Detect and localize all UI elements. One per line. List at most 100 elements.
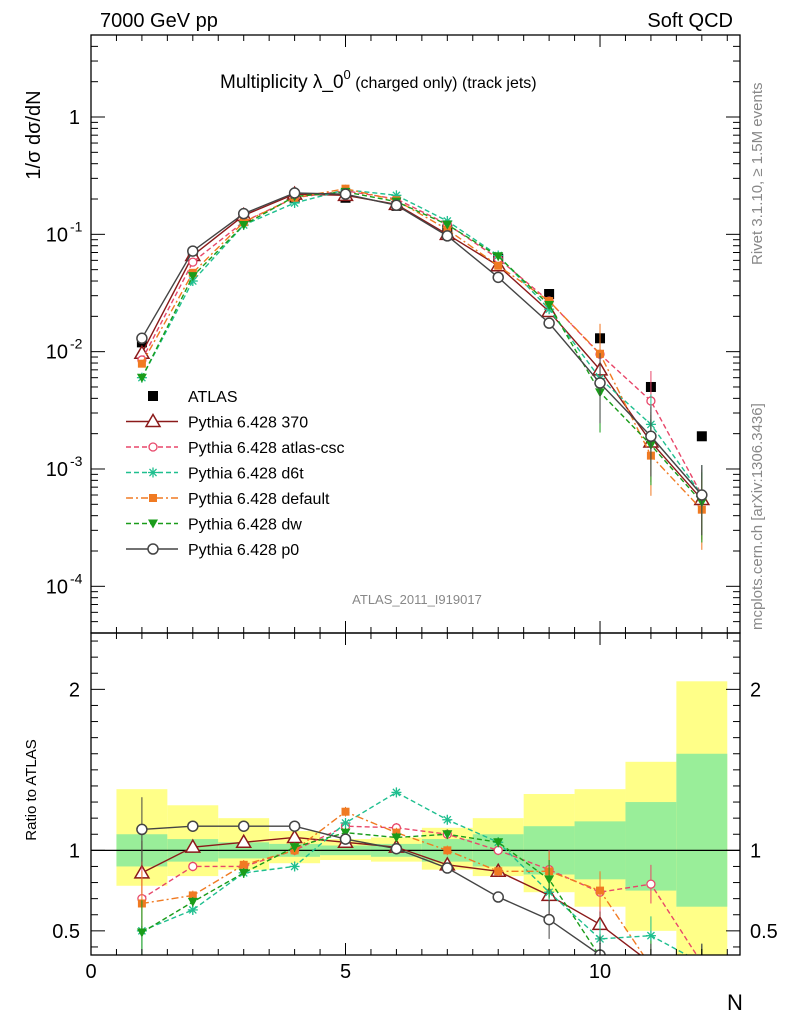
legend-marker-pythia-6-428-default <box>149 494 157 502</box>
main-series <box>133 184 711 550</box>
legend-item-pythia-6-428-370: Pythia 6.428 370 <box>126 413 308 432</box>
ratio-frame <box>90 632 741 956</box>
ratio-line-pythia-6-428-d6t <box>141 791 689 955</box>
series-pythia-6-428-dw <box>136 187 707 543</box>
legend-marker-atlas <box>148 391 158 401</box>
ratio-point-pythia-6-428-370-2 <box>184 838 202 853</box>
point-pythia-6-428-default-1 <box>137 359 146 368</box>
point-pythia-6-428-p0-2 <box>187 245 199 257</box>
ratio-series-pythia-6-428-p0 <box>136 797 707 968</box>
point-pythia-6-428-p0-7 <box>441 230 454 242</box>
y-tick-exp-main-2: -2 <box>70 336 83 352</box>
legend-label-pythia-6-428-370: Pythia 6.428 370 <box>188 415 308 432</box>
plot-title: Multiplicity λ_00 (charged only) (track … <box>220 67 537 93</box>
x-tick-labels: 0 5 10 <box>85 961 611 983</box>
ratio-point-pythia-6-428-dw-3 <box>238 868 249 878</box>
ratio-point-pythia-6-428-p0-12 <box>697 958 707 968</box>
legend-label-pythia-6-428-p0: Pythia 6.428 p0 <box>188 542 299 559</box>
legend-label-pythia-6-428-atlas-csc: Pythia 6.428 atlas-csc <box>188 440 345 457</box>
y-tick-label-ratio-right-0.5: 0.5 <box>750 921 778 943</box>
point-pythia-6-428-dw-3 <box>238 221 249 231</box>
y-tick-label-ratio-left-2: 2 <box>69 679 80 701</box>
series-pythia-6-428-d6t <box>136 184 707 536</box>
ratio-point-pythia-6-428-default-5 <box>341 807 350 816</box>
ratio-point-pythia-6-428-370-3 <box>235 833 253 849</box>
ratio-line-pythia-6-428-p0 <box>141 825 605 955</box>
band-inner-12 <box>676 753 728 907</box>
ratio-point-pythia-6-428-dw-9 <box>544 875 555 885</box>
ratio-point-pythia-6-428-default-3 <box>239 860 248 869</box>
ratio-point-pythia-6-428-atlas-csc-2 <box>188 861 198 872</box>
ratio-point-pythia-6-428-default-7 <box>443 846 452 855</box>
line-pythia-6-428-p0 <box>141 192 703 496</box>
ratio-point-pythia-6-428-dw-7 <box>442 830 453 840</box>
legend-item-pythia-6-428-p0: Pythia 6.428 p0 <box>126 542 299 559</box>
y-tick-label-main-1: 10 <box>46 459 68 481</box>
x-axis-label: N <box>727 990 743 1015</box>
x-tick-label-0: 0 <box>85 961 96 983</box>
line-pythia-6-428-d6t <box>141 189 703 496</box>
ratio-point-pythia-6-428-p0-6 <box>390 842 403 855</box>
ratio-point-pythia-6-428-dw-4 <box>289 843 300 853</box>
ratio-point-pythia-6-428-default-8 <box>494 867 503 876</box>
ratio-point-pythia-6-428-default-2 <box>188 891 197 900</box>
ratio-point-pythia-6-428-d6t-7 <box>442 814 453 825</box>
ratio-point-pythia-6-428-dw-5 <box>340 828 351 838</box>
ratio-point-pythia-6-428-p0-7 <box>441 862 454 874</box>
point-pythia-6-428-p0-8 <box>492 271 504 284</box>
ratio-point-pythia-6-428-d6t-12 <box>697 958 707 968</box>
ratio-line-pythia-6-428-370 <box>141 836 642 955</box>
series-pythia-6-428-p0 <box>136 187 708 536</box>
ratio-point-pythia-6-428-370-11 <box>650 954 652 955</box>
ratio-point-pythia-6-428-p0-3 <box>237 820 250 832</box>
line-pythia-6-428-370 <box>141 193 703 500</box>
y-tick-label-main-2: 10 <box>46 342 68 364</box>
point-pythia-6-428-dw-9 <box>544 300 555 310</box>
ratio-point-pythia-6-428-default-12 <box>698 967 706 975</box>
y-tick-label-ratio-left-1: 1 <box>69 840 80 862</box>
point-pythia-6-428-dw-8 <box>493 252 504 262</box>
legend-label-pythia-6-428-default: Pythia 6.428 default <box>188 491 330 508</box>
text-layer: 7000 GeV pp Soft QCD Multiplicity λ_00 (… <box>23 10 766 1015</box>
legend-marker-pythia-6-428-p0 <box>147 543 159 555</box>
legend-item-pythia-6-428-dw: Pythia 6.428 dw <box>126 517 302 534</box>
legend-item-atlas: ATLAS <box>148 389 238 406</box>
y-axis-label-ratio: Ratio to ATLAS <box>23 739 40 840</box>
watermark: ATLAS_2011_I919017 <box>352 592 482 607</box>
plot-title-main: Multiplicity λ_0 <box>220 72 344 93</box>
y-tick-label-ratio-left-0.5: 0.5 <box>52 921 80 943</box>
line-pythia-6-428-atlas-csc <box>141 190 703 496</box>
ratio-point-pythia-6-428-p0-4 <box>288 820 301 832</box>
ratio-bands <box>116 681 728 955</box>
y-tick-label-main-3: 10 <box>46 224 68 246</box>
legend-item-pythia-6-428-atlas-csc: Pythia 6.428 atlas-csc <box>126 440 345 457</box>
y-axis-label-main: 1/σ dσ/dN <box>23 90 45 179</box>
x-ticks <box>90 35 728 955</box>
y-ticks-main <box>91 34 740 634</box>
ratio-point-pythia-6-428-p0-5 <box>339 833 352 845</box>
legend-item-pythia-6-428-d6t: Pythia 6.428 d6t <box>126 466 304 483</box>
point-pythia-6-428-dw-7 <box>442 220 453 230</box>
ratio-panel: 0 5 100.5 0.51 12 2 <box>52 35 778 983</box>
ratio-point-pythia-6-428-default-11 <box>647 962 655 970</box>
side-text-top: Rivet 3.1.10, ≥ 1.5M events <box>749 83 766 266</box>
legend: ATLAS Pythia 6.428 370 Pythia 6.428 atlas-… <box>126 389 345 559</box>
x-tick-label-10: 10 <box>589 961 611 983</box>
ratio-line-pythia-6-428-default <box>141 810 645 955</box>
legend-marker-pythia-6-428-d6t <box>148 467 158 478</box>
point-pythia-6-428-p0-11 <box>645 430 657 443</box>
ratio-point-pythia-6-428-atlas-csc-8 <box>493 845 503 855</box>
y-tick-label-main-0: 10 <box>46 576 68 598</box>
ratio-point-pythia-6-428-atlas-csc-11 <box>646 879 656 889</box>
ratio-line-pythia-6-428-atlas-csc <box>141 825 698 955</box>
point-atlas-9 <box>544 289 555 300</box>
point-pythia-6-428-atlas-csc-2 <box>188 257 198 267</box>
x-tick-label-5: 5 <box>340 961 351 983</box>
line-pythia-6-428-default <box>141 187 703 511</box>
point-pythia-6-428-p0-10 <box>594 377 606 389</box>
side-text-bottom: mcplots.cern.ch [arXiv:1306.3436] <box>749 403 766 630</box>
ratio-point-pythia-6-428-dw-8 <box>493 838 504 848</box>
y-tick-label-main-4: 1 <box>69 107 80 129</box>
